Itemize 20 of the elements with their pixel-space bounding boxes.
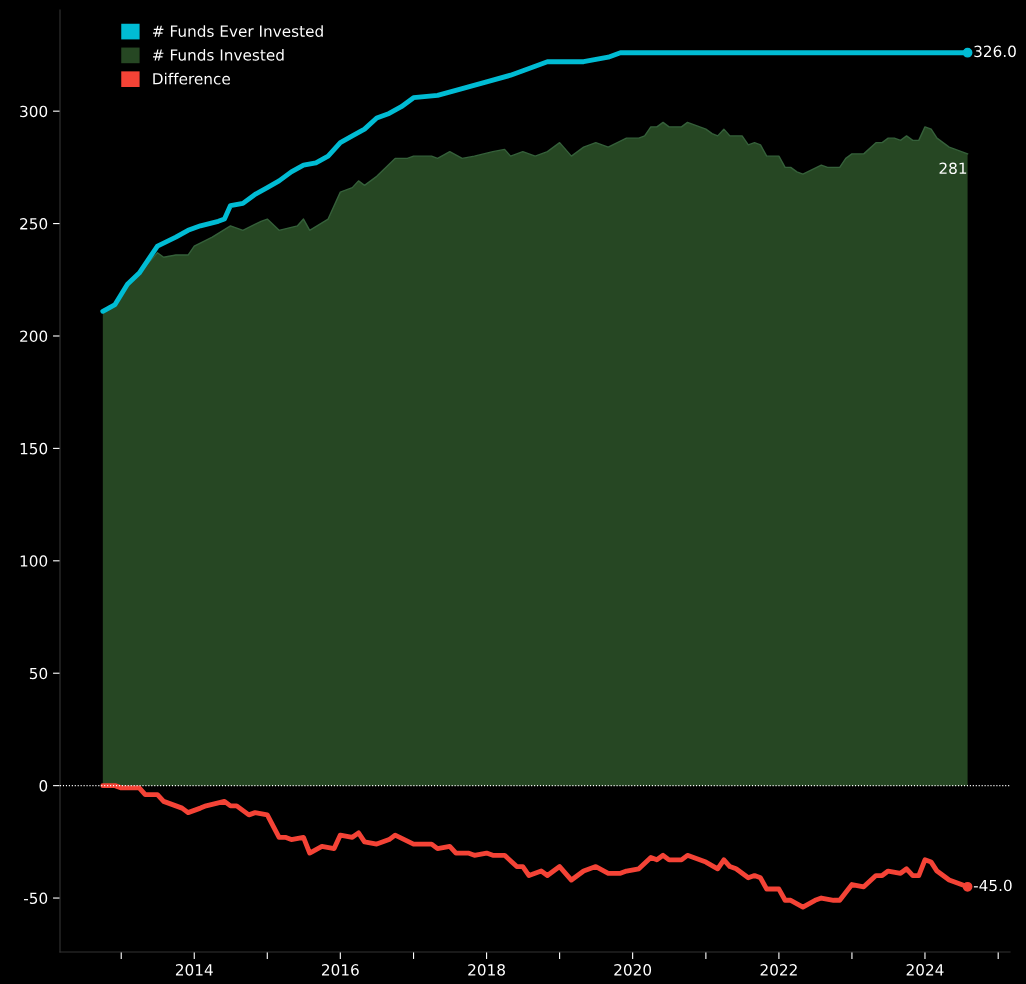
annotation: -45.0	[973, 879, 1012, 892]
y-tick-label: 150	[20, 442, 48, 455]
legend-label: # Funds Ever Invested	[152, 25, 323, 37]
x-tick-label: 2018	[468, 964, 505, 976]
y-tick-label: 100	[20, 555, 48, 567]
x-tick-label: 2024	[906, 964, 944, 976]
x-tick-label: 2020	[614, 964, 652, 976]
annotation: 326.0	[974, 45, 1016, 58]
y-tick-label: -50	[23, 892, 48, 905]
y-tick-label: 200	[20, 330, 48, 343]
x-tick-label: 2014	[175, 964, 213, 976]
legend-label: # Funds Invested	[152, 48, 284, 61]
x-tick-label: 2016	[322, 964, 359, 976]
annotation: 281	[939, 162, 967, 175]
x-tick-label: 2022	[760, 964, 797, 976]
y-tick-label: 50	[29, 667, 48, 680]
y-tick-label: 250	[20, 218, 48, 230]
y-tick-label: 0	[39, 780, 48, 792]
y-tick-label: 300	[20, 105, 48, 118]
legend-label: Difference	[153, 72, 230, 85]
